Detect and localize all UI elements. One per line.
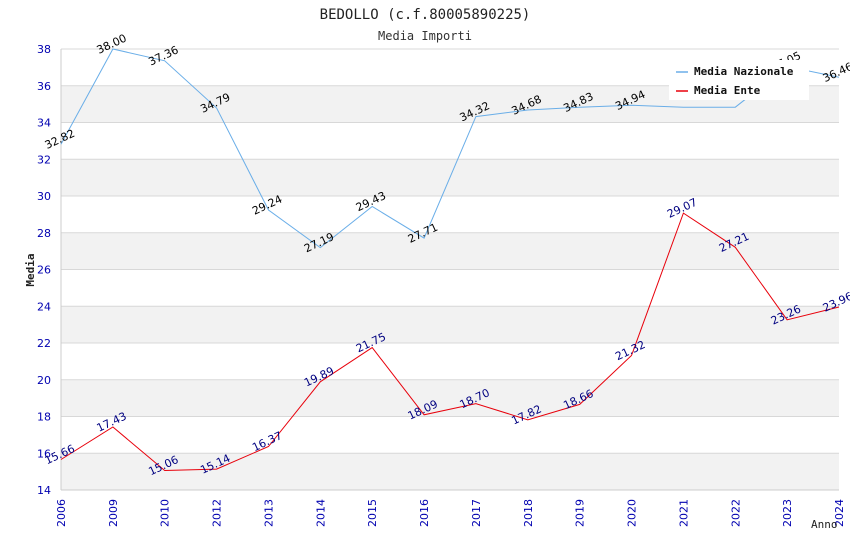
y-tick-label: 20 (37, 374, 51, 387)
y-tick-label: 36 (37, 80, 51, 93)
x-tick-label: 2006 (55, 499, 68, 527)
legend-label-ente: Media Ente (694, 84, 761, 97)
y-tick-label: 24 (37, 300, 51, 313)
x-tick-label: 2016 (418, 499, 431, 527)
y-tick-label: 18 (37, 411, 51, 424)
x-tick-label: 2019 (574, 499, 587, 527)
legend-box (669, 60, 809, 100)
plot-band (61, 306, 839, 343)
data-label-nazionale: 38.00 (95, 32, 129, 57)
y-tick-label: 38 (37, 43, 51, 56)
y-tick-label: 28 (37, 227, 51, 240)
chart-subtitle: Media Importi (378, 29, 472, 43)
y-tick-label: 26 (37, 264, 51, 277)
plot-band (61, 379, 839, 417)
y-tick-label: 16 (37, 447, 51, 460)
y-tick-label: 32 (37, 153, 51, 166)
x-tick-label: 2013 (262, 499, 275, 527)
y-tick-label: 30 (37, 190, 51, 203)
legend: Media Nazionale Media Ente (669, 60, 809, 100)
x-tick-label: 2009 (107, 499, 120, 527)
series-line-media-ente (60, 212, 840, 472)
y-tick-label: 14 (37, 484, 51, 497)
y-tick-label: 22 (37, 337, 51, 350)
plot-bands (61, 85, 839, 490)
chart-title: BEDOLLO (c.f.80005890225) (320, 7, 531, 23)
series-layer (60, 48, 840, 472)
x-tick-label: 2017 (470, 499, 483, 527)
x-tick-label: 2024 (833, 499, 846, 527)
data-label-nazionale: 36.46 (821, 60, 850, 85)
data-label-nazionale: 37.36 (147, 43, 181, 68)
data-label-nazionale: 32.82 (43, 127, 77, 152)
y-axis-label: Media (24, 253, 37, 286)
plot-band (61, 453, 839, 490)
x-tick-label: 2021 (677, 499, 690, 527)
y-tick-label: 34 (37, 117, 51, 130)
plot-band (61, 232, 839, 270)
x-tick-label: 2020 (626, 499, 639, 527)
x-axis: 2006 2009 2010 2012 2013 2014 2015 2016 2017 2018… (55, 499, 846, 527)
grid-lines (60, 48, 839, 491)
data-label-ente: 16.37 (250, 429, 284, 454)
y-axis: 14 16 18 20 22 24 26 28 30 32 34 36 38 (37, 43, 51, 497)
x-axis-label: Anno (811, 518, 838, 531)
x-tick-label: 2014 (314, 499, 327, 527)
series-line-media-nazionale (60, 48, 840, 249)
legend-label-nazionale: Media Nazionale (694, 65, 794, 78)
x-tick-label: 2012 (211, 499, 224, 527)
x-tick-label: 2022 (729, 499, 742, 527)
x-tick-label: 2023 (781, 499, 794, 527)
x-tick-label: 2010 (159, 499, 172, 527)
x-tick-label: 2018 (522, 499, 535, 527)
x-tick-label: 2015 (366, 499, 379, 527)
